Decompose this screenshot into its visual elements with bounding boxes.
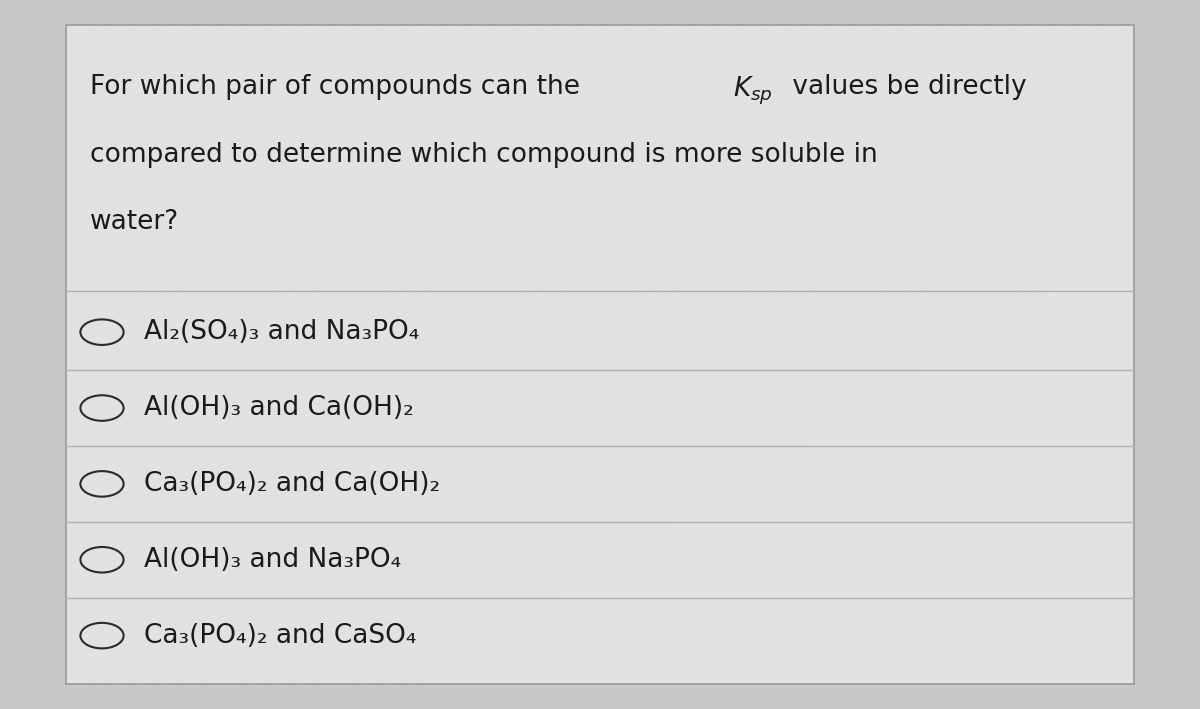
Text: For which pair of compounds can the: For which pair of compounds can the: [90, 74, 588, 101]
Text: $K_{sp}$: $K_{sp}$: [733, 74, 773, 107]
Text: compared to determine which compound is more soluble in: compared to determine which compound is …: [90, 142, 877, 168]
Text: Ca₃(PO₄)₂ and CaSO₄: Ca₃(PO₄)₂ and CaSO₄: [144, 623, 416, 649]
FancyBboxPatch shape: [66, 25, 1134, 684]
Text: water?: water?: [90, 209, 179, 235]
Text: Al(OH)₃ and Na₃PO₄: Al(OH)₃ and Na₃PO₄: [144, 547, 401, 573]
Text: Al(OH)₃ and Ca(OH)₂: Al(OH)₃ and Ca(OH)₂: [144, 395, 414, 421]
Text: Ca₃(PO₄)₂ and Ca(OH)₂: Ca₃(PO₄)₂ and Ca(OH)₂: [144, 471, 440, 497]
Text: Al₂(SO₄)₃ and Na₃PO₄: Al₂(SO₄)₃ and Na₃PO₄: [144, 319, 419, 345]
Text: values be directly: values be directly: [785, 74, 1027, 101]
